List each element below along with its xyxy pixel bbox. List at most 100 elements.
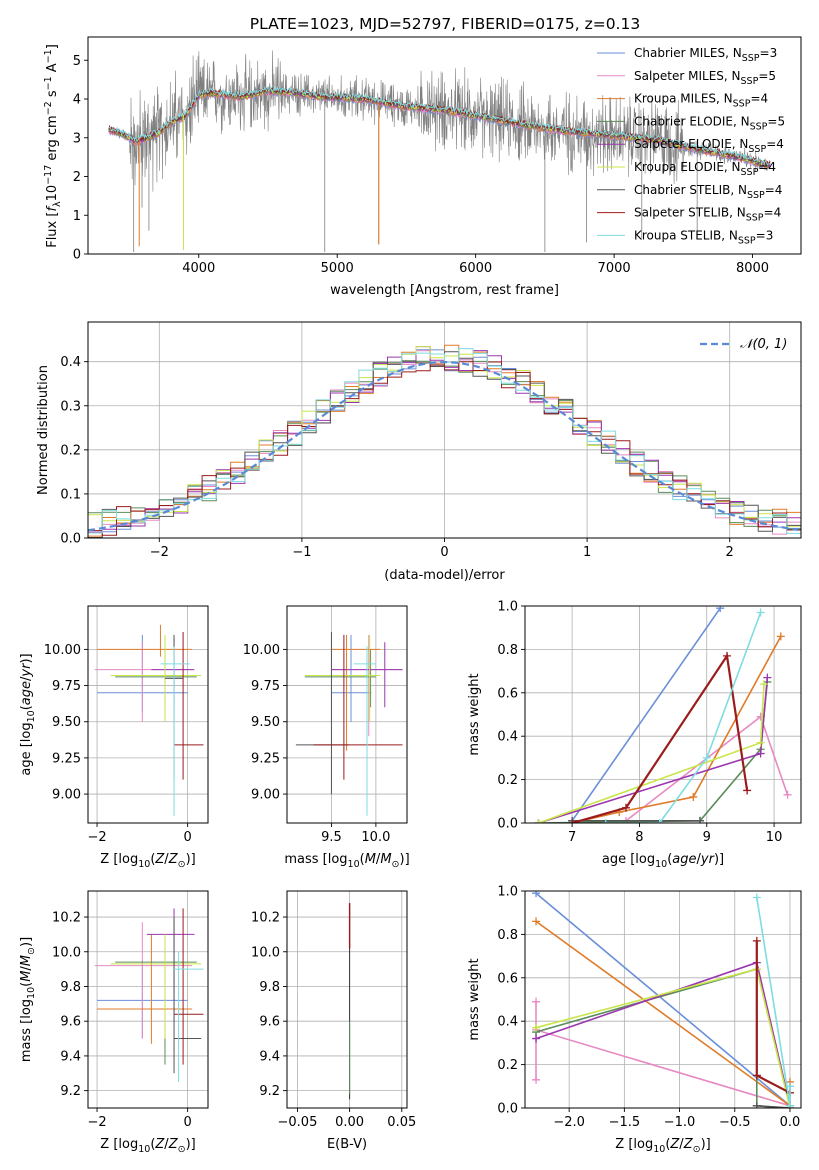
spectrum-panel: 4000 5000 6000 7000 8000 0 1 2 3 4 5 wavelength [An… (43, 36, 802, 298)
weight-line-kroupa-stelib (756, 897, 791, 1106)
x-tick-label: 7000 (598, 261, 631, 276)
y-tick-label: 1.0 (497, 885, 518, 900)
legend-entry: Salpeter MILES, NSSP=5 (634, 69, 776, 87)
y-axis-label: Normed distribution (36, 365, 51, 495)
axes-frame (87, 36, 802, 255)
x-axis-label: Z [log10(Z/Z⊙)] (615, 1137, 710, 1155)
axes-frame (286, 890, 408, 1109)
normal-reference-curve (88, 360, 799, 532)
gridlines (287, 891, 407, 1108)
residual-histogram-kroupa-stelib (88, 348, 801, 534)
x-tick-label: 9 (703, 830, 711, 845)
y-tick-label: 0.1 (60, 487, 81, 502)
plot-area (94, 908, 204, 1082)
weight-marker (785, 1082, 794, 1091)
plot-area (88, 344, 801, 538)
weight-marker (655, 819, 664, 823)
y-tick-label: 5 (73, 54, 81, 69)
x-tick-label: 1 (583, 545, 591, 560)
y-tick-label: 9.8 (60, 980, 81, 995)
x-tick-label: 0.00 (335, 1115, 364, 1130)
x-tick-label: 8 (635, 830, 643, 845)
weight-line-chabrier-miles (535, 892, 791, 1107)
mass-vs-metallicity-panel: −2 0 9.2 9.4 9.6 9.8 10.0 10.2 Z [log10(Z/Z⊙)] ma… (19, 890, 209, 1155)
plot-area (295, 632, 403, 816)
weight-line-kroupa-miles (535, 920, 791, 1108)
legend-entry: Chabrier MILES, NSSP=3 (634, 46, 777, 64)
axes-frame (524, 890, 802, 1109)
y-tick-label: 0.8 (497, 928, 518, 943)
weight-marker (776, 632, 785, 641)
y-tick-label: 10.0 (52, 945, 81, 960)
gridlines (525, 605, 801, 824)
weight-marker (759, 680, 768, 689)
weight-marker (601, 819, 610, 823)
plot-area (534, 606, 792, 823)
axes: 7 8 9 10 0.0 0.2 0.4 0.6 0.8 1.0 (497, 600, 802, 845)
y-tick-label: 9.2 (60, 1084, 81, 1099)
legend-entry: Chabrier STELIB, NSSP=4 (634, 183, 782, 201)
model-spectrum-kroupa-stelib (108, 85, 771, 166)
weight-marker (752, 1101, 761, 1108)
y-axis-label: age [log10(age/yr)] (19, 653, 37, 775)
y-tick-label: 0.2 (497, 773, 518, 788)
y-tick-label: 0.4 (60, 355, 81, 370)
legend-entry: Chabrier ELODIE, NSSP=5 (634, 114, 785, 132)
weight-marker (568, 819, 577, 823)
axes: 4000 5000 6000 7000 8000 0 1 2 3 4 5 (73, 36, 802, 276)
weight-marker (532, 917, 541, 926)
weight-marker (752, 1071, 761, 1080)
y-tick-label: 4 (73, 93, 81, 108)
legend: 𝒩(0, 1) (700, 337, 787, 352)
weight-marker (783, 790, 792, 799)
y-tick-label: 0.2 (497, 1058, 518, 1073)
y-tick-label: 9.25 (251, 751, 280, 766)
plot-area (94, 624, 204, 816)
y-tick-label: 10.00 (44, 643, 81, 658)
x-axis-label: wavelength [Angstrom, rest frame] (330, 283, 559, 298)
y-tick-label: 9.00 (251, 788, 280, 803)
weight-line-kroupa-miles (571, 636, 782, 823)
x-tick-label: 8000 (736, 261, 769, 276)
y-tick-label: 9.00 (52, 788, 81, 803)
axes: −0.05 0.00 0.05 9.2 9.4 9.6 9.8 10.0 10.2 (251, 890, 416, 1130)
weight-marker (722, 651, 731, 660)
age-vs-mass-panel: 9.5 10.0 9.00 9.25 9.50 9.75 10.00 mass [log10(… (243, 605, 410, 870)
x-tick-label: 9.5 (321, 830, 342, 845)
x-tick-label: −2 (87, 830, 106, 845)
weight-line-kroupa-stelib (605, 612, 762, 823)
x-axis-label: Z [log10(Z/Z⊙)] (100, 1137, 195, 1155)
plot-area (108, 50, 771, 253)
weight-marker (785, 1101, 794, 1108)
y-tick-label: 9.4 (259, 1049, 280, 1064)
gridlines (88, 606, 208, 823)
y-tick-label: 9.8 (259, 980, 280, 995)
y-tick-label: 0.6 (497, 971, 518, 986)
y-tick-label: 9.50 (251, 715, 280, 730)
axes: −2 −1 0 1 2 0.0 0.1 0.2 0.3 0.4 (60, 321, 802, 560)
weight-marker (763, 673, 772, 682)
y-tick-label: 9.6 (60, 1015, 81, 1030)
weight-marker (532, 891, 541, 898)
axes-frame (524, 605, 802, 824)
axes: −2 0 9.00 9.25 9.50 9.75 10.00 (44, 605, 209, 845)
mass-vs-ebv-panel: −0.05 0.00 0.05 9.2 9.4 9.6 9.8 10.0 10.2 E(B-V) (251, 890, 416, 1152)
y-tick-label: 9.2 (259, 1084, 280, 1099)
x-tick-label: 7 (568, 830, 576, 845)
x-tick-label: 0.05 (387, 1115, 416, 1130)
legend: Chabrier MILES, NSSP=3 Salpeter MILES, NS… (597, 46, 785, 246)
legend-entry: Kroupa STELIB, NSSP=3 (634, 228, 773, 246)
x-tick-label: −2 (150, 545, 169, 560)
y-tick-label: 0 (73, 248, 81, 263)
x-tick-label: −0.05 (278, 1115, 318, 1130)
y-axis-label: mass [log10(M/M⊙)] (19, 937, 37, 1062)
weight-line-chabrier-elodie (535, 968, 791, 1108)
y-tick-label: 10.0 (251, 945, 280, 960)
weight-marker (752, 893, 761, 902)
x-axis-label: E(B-V) (327, 1137, 367, 1152)
weight-vs-age-panel: 7 8 9 10 0.0 0.2 0.4 0.6 0.8 1.0 age [log10(age/yr… (467, 600, 802, 870)
y-tick-label: 0.0 (497, 1102, 518, 1117)
y-tick-label: 3 (73, 131, 81, 146)
y-tick-label: 0.8 (497, 643, 518, 658)
y-tick-label: 10.00 (243, 643, 280, 658)
